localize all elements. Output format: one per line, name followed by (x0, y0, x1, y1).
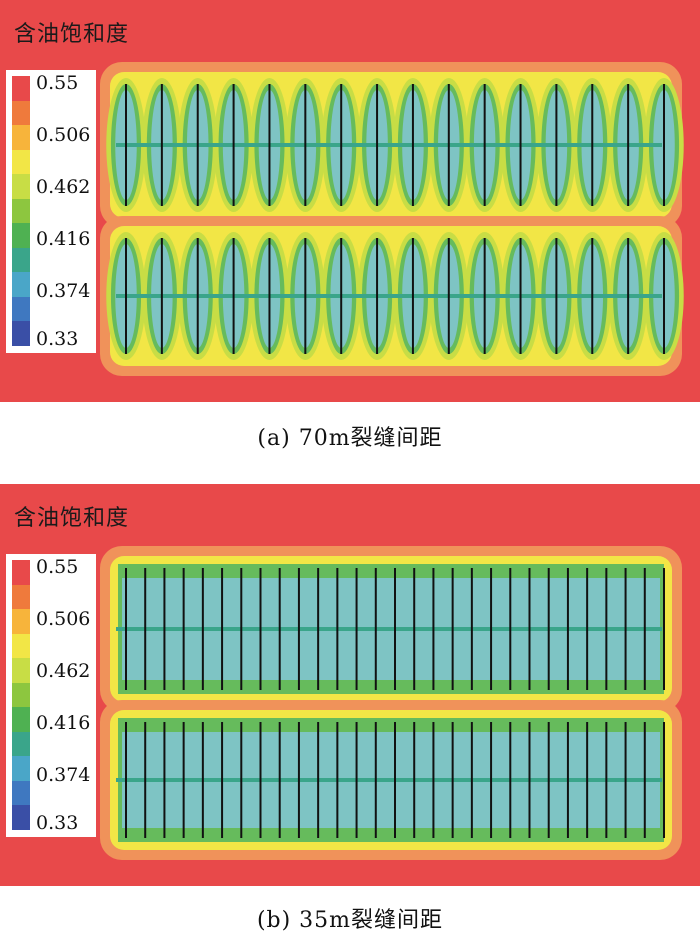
legend-a-tick-4: 0.374 (36, 280, 91, 302)
legend-a-tick-0: 0.55 (36, 72, 79, 94)
legend-swatch (12, 125, 30, 150)
legend-swatch (12, 682, 30, 708)
legend-swatch (12, 247, 30, 273)
legend-swatch (12, 658, 30, 683)
legend-swatch (12, 560, 30, 585)
legend-b-tick-3: 0.416 (36, 712, 91, 734)
legend-swatch (12, 609, 30, 634)
panel-b-oil-saturation-map: 含油饱和度 0.55 0.506 0.462 0.416 0.374 0.33 (0, 484, 700, 886)
horizontal-well (116, 778, 662, 782)
legend-swatch (12, 707, 30, 732)
saturation-field-a (100, 62, 684, 376)
saturation-field-b (100, 546, 682, 860)
legend-b-tick-5: 0.33 (36, 812, 79, 834)
legend-b-tick-4: 0.374 (36, 764, 91, 786)
legend-a-tick-5: 0.33 (36, 328, 79, 350)
legend-swatch (12, 174, 30, 199)
legend-swatch (12, 584, 30, 610)
panel-a-oil-saturation-map: 含油饱和度 0.55 0.506 0.462 0.416 0.374 0.33 (0, 0, 700, 402)
panel-b-title: 含油饱和度 (14, 506, 130, 531)
horizontal-well (116, 627, 662, 631)
legend-swatch (12, 76, 30, 101)
legend-b-colorbar (12, 560, 30, 830)
caption-b: (b) 35m裂缝间距 (256, 908, 444, 933)
legend-swatch (12, 633, 30, 659)
caption-a: (a) 70m裂缝间距 (257, 426, 443, 451)
horizontal-well (116, 294, 662, 298)
legend-swatch (12, 100, 30, 126)
legend-a-tick-1: 0.506 (36, 124, 91, 146)
legend-a-tick-3: 0.416 (36, 228, 91, 250)
legend-swatch (12, 321, 30, 346)
legend-swatch (12, 223, 30, 248)
legend-b-tick-1: 0.506 (36, 608, 91, 630)
legend-swatch (12, 805, 30, 830)
legend-b-tick-0: 0.55 (36, 556, 79, 578)
legend-a: 0.55 0.506 0.462 0.416 0.374 0.33 (6, 70, 96, 353)
panel-a-title: 含油饱和度 (14, 22, 130, 47)
legend-a-tick-2: 0.462 (36, 176, 91, 198)
legend-b-tick-2: 0.462 (36, 660, 91, 682)
legend-swatch (12, 272, 30, 297)
legend-a-colorbar (12, 76, 30, 346)
legend-swatch (12, 296, 30, 322)
legend-swatch (12, 756, 30, 781)
legend-swatch (12, 780, 30, 806)
legend-swatch (12, 149, 30, 175)
legend-swatch (12, 731, 30, 757)
horizontal-well (116, 143, 662, 147)
legend-b: 0.55 0.506 0.462 0.416 0.374 0.33 (6, 554, 96, 837)
legend-swatch (12, 198, 30, 224)
